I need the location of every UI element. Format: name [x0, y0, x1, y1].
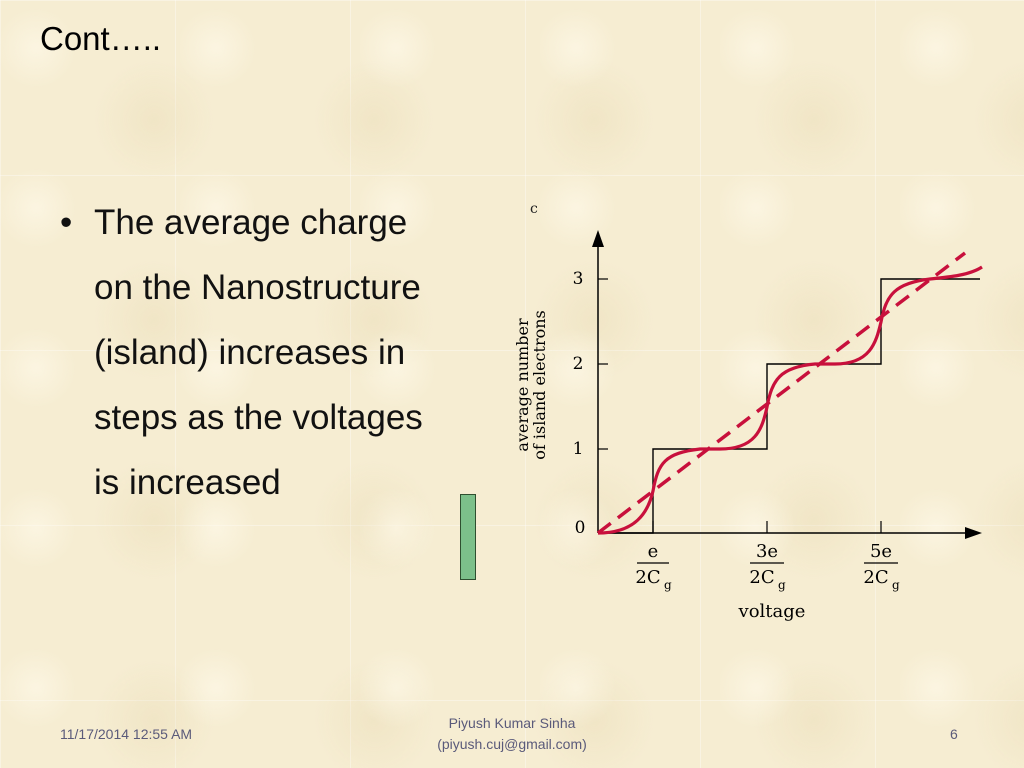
figure-svg: c 0 1 2 3 average number of island elect… — [513, 201, 983, 622]
linear-dashed-line — [596, 251, 967, 535]
y-tick-label-3: 3 — [573, 269, 584, 289]
footer-author-name: Piyush Kumar Sinha — [448, 715, 576, 731]
y-axis-label: average number of island electrons — [513, 310, 549, 460]
bullet-line: (island) increases in — [94, 333, 406, 372]
x-tick-numerator: 3e — [756, 541, 778, 562]
x-tick-subscript: g — [892, 578, 900, 592]
footer-author: Piyush Kumar Sinha (piyush.cuj@gmail.com… — [412, 713, 612, 755]
x-tick-denominator: 2C — [635, 567, 660, 588]
figure-corner-label: c — [530, 201, 538, 217]
x-tick-label-3: 5e 2C g — [863, 541, 900, 592]
x-tick-denominator: 2C — [863, 567, 888, 588]
green-bar-shape — [460, 494, 476, 580]
x-tick-label-1: e 2C g — [635, 541, 672, 592]
bullet-line: The average charge — [94, 203, 408, 242]
x-tick-numerator: e — [648, 541, 659, 562]
smooth-staircase-curve — [597, 265, 983, 535]
y-axis-label-line2: of island electrons — [530, 310, 549, 460]
x-tick-subscript: g — [664, 578, 672, 592]
footer-page-number: 6 — [950, 726, 958, 742]
bullet-text: The average charge on the Nanostructure … — [94, 190, 514, 515]
bullet-line: on the Nanostructure — [94, 268, 421, 307]
x-axis-label: voltage — [738, 601, 806, 622]
slide-title: Cont….. — [40, 20, 162, 57]
x-axis-arrow-icon — [965, 527, 982, 539]
footer-date: 11/17/2014 12:55 AM — [60, 726, 193, 742]
x-tick-denominator: 2C — [749, 567, 774, 588]
bullet-line: steps as the voltages — [94, 398, 423, 437]
bullet-dot: • — [60, 203, 73, 242]
coulomb-staircase-figure: c 0 1 2 3 average number of island elect… — [500, 195, 1000, 640]
y-tick-label-2: 2 — [573, 354, 584, 374]
bullet-line: is increased — [94, 463, 281, 502]
x-tick-numerator: 5e — [870, 541, 892, 562]
step-function-line — [598, 278, 980, 534]
x-tick-subscript: g — [778, 578, 786, 592]
x-tick-label-2: 3e 2C g — [749, 541, 786, 592]
y-tick-label-1: 1 — [573, 439, 584, 459]
y-tick-label-0: 0 — [575, 518, 586, 538]
footer-author-email: (piyush.cuj@gmail.com) — [437, 736, 587, 752]
y-axis-arrow-icon — [592, 230, 604, 247]
y-axis-label-line1: average number — [513, 318, 532, 452]
